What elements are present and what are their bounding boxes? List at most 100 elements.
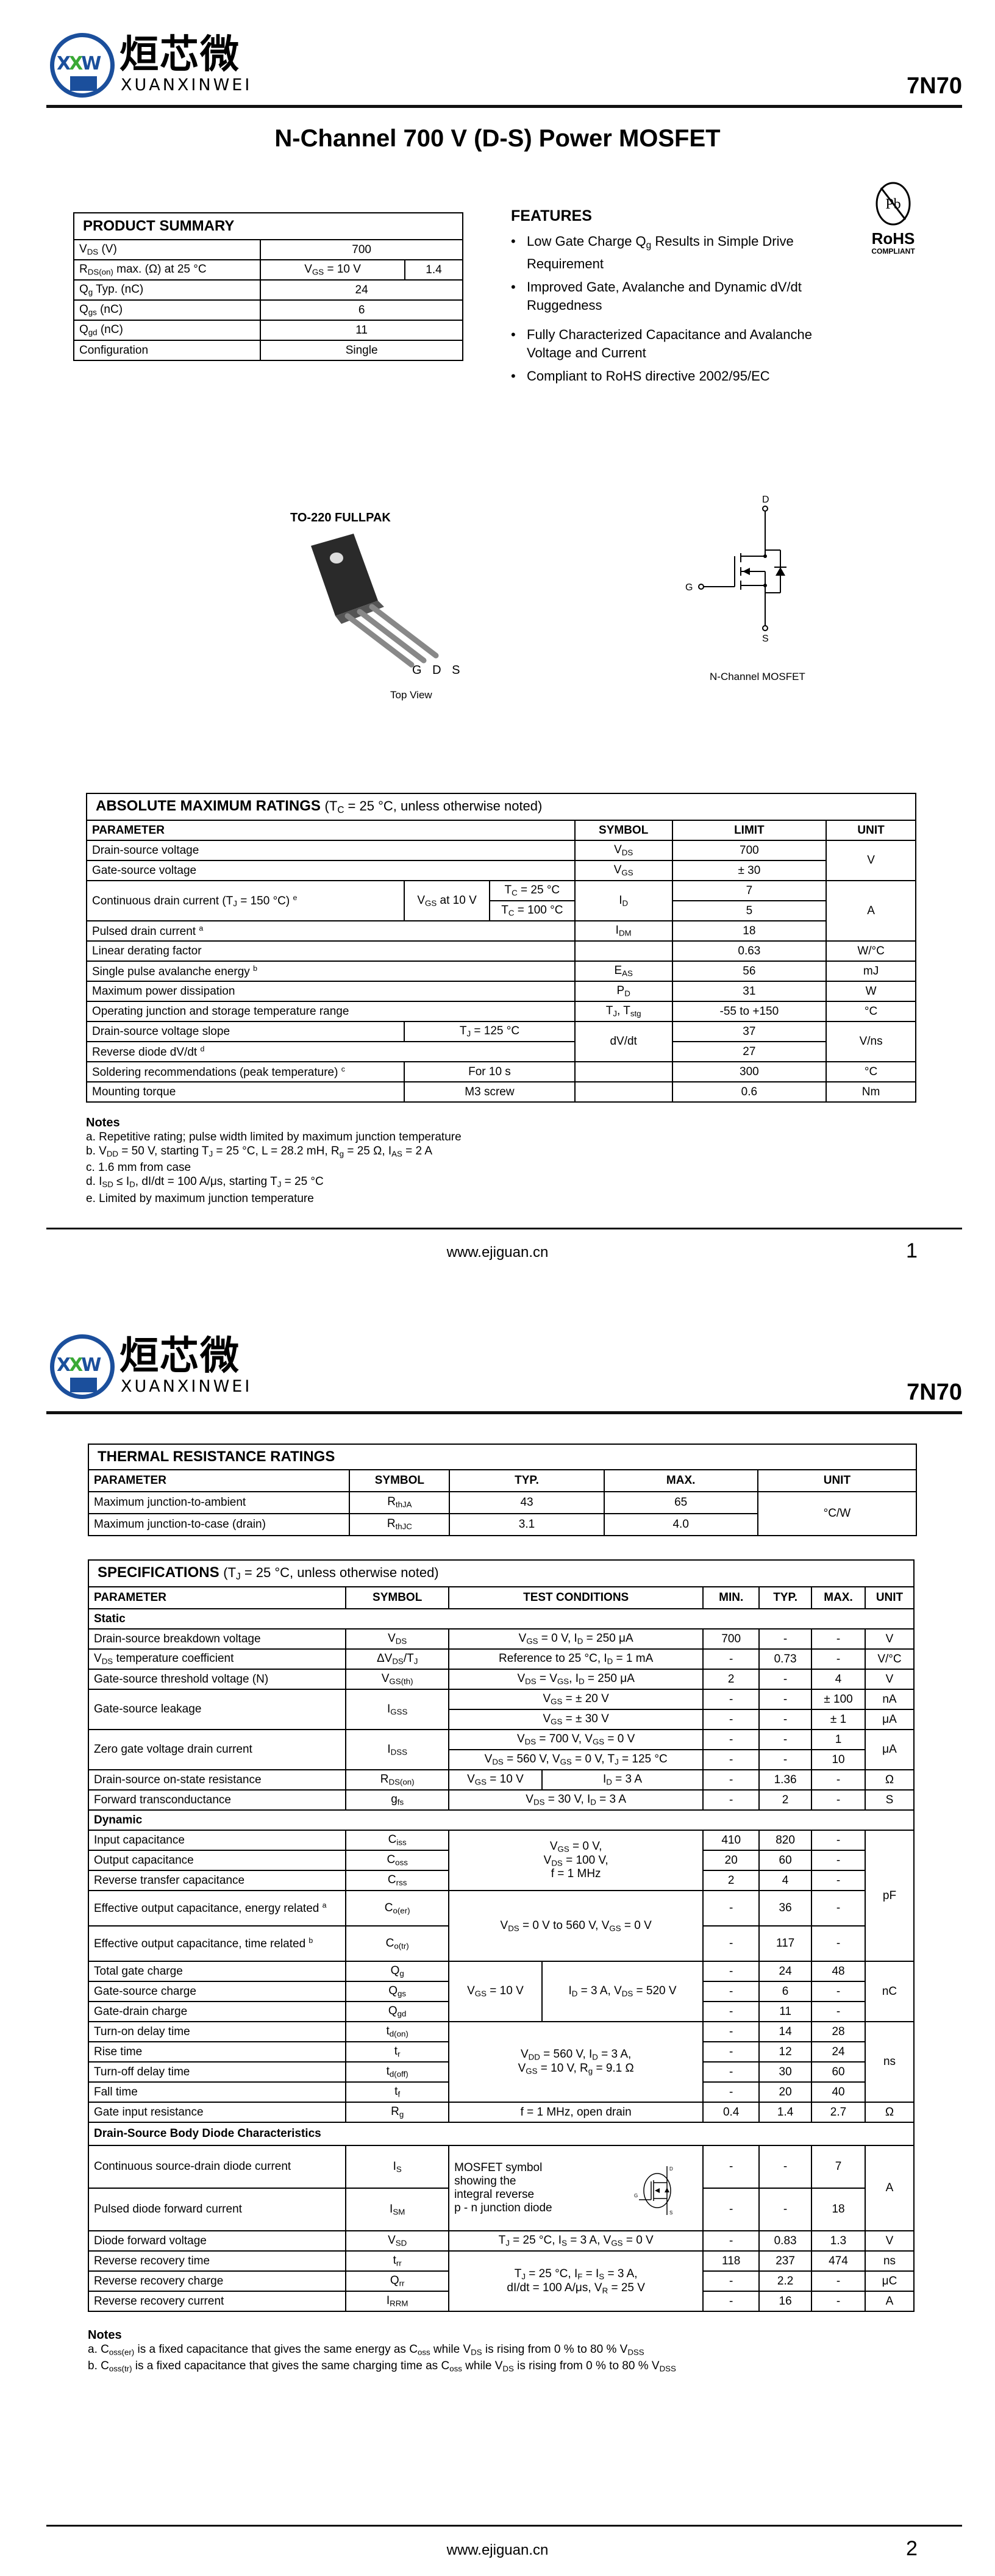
package-pins: G D S [412,664,464,677]
cell: 18 [811,2188,866,2231]
svg-text:Pb: Pb [885,196,900,212]
to220-package-icon [311,534,439,668]
cell: M3 screw [404,1081,576,1103]
cell: ns [864,2250,915,2272]
cell: - [811,1648,866,1670]
cell: - [702,1648,760,1670]
thermal-title: THERMAL RESISTANCE RATINGS [88,1444,917,1470]
cell: IS [345,2145,450,2189]
cell: V/°C [864,1648,915,1670]
company-logo: XXW 烜芯微 XUANXINWEI [50,1334,252,1399]
cell: VGS = 10 V [448,1769,543,1791]
cell: 0.4 [702,2102,760,2123]
cell: Total gate charge [87,1961,347,1982]
cell: ISM [345,2188,450,2231]
cell: Pulsed drain current a [86,920,576,942]
cell: 48 [811,1961,866,1982]
cell: VDS [345,1628,450,1650]
cell: 27 [671,1041,827,1062]
cell: - [702,2081,760,2103]
cell: μC [864,2270,915,2292]
cell: Continuous source-drain diode current [87,2145,347,2189]
cell: W/°C [826,940,916,962]
cell: ID = 3 A, VDS = 520 V [541,1961,704,2022]
cell: Drain-source voltage slope [85,1021,405,1042]
cell: VGS(th) [345,1669,450,1690]
cell: ΔVDS/TJ [345,1648,450,1670]
cell: 2 [702,1870,760,1891]
cell: VDS = VGS, ID = 250 μA [448,1669,704,1690]
cell: S [864,1789,915,1811]
cell: ± 30 [671,860,827,881]
svg-text:D: D [762,495,769,505]
cell: 12 [758,2041,813,2063]
part-number: 7N70 [907,1379,962,1405]
cell: 4 [758,1870,813,1891]
cell: Forward transconductance [87,1789,347,1811]
cell: 7 [811,2145,866,2189]
cell: - [702,1961,760,1982]
cell: 30 [758,2061,813,2083]
cell: TC = 25 °C [488,880,576,901]
cell: 300 [671,1061,827,1082]
cell: Gate input resistance [87,2102,347,2123]
spec-notes: Notes a. Coss(er) is a fixed capacitance… [88,2328,676,2376]
cell: Diode forward voltage [87,2230,347,2252]
cell: 60 [811,2061,866,2083]
cell: RDS(on) max. (Ω) at 25 °C [73,259,262,281]
col-header: LIMIT [671,820,827,841]
cell: td(off) [345,2061,450,2083]
cell: dV/dt [574,1021,673,1062]
header-divider [46,105,962,108]
cell: Reverse diode dV/dt d [86,1041,576,1062]
package-view-label: Top View [390,689,432,701]
notes-title: Notes [86,1116,120,1129]
cell: - [702,2001,760,2022]
cell: 474 [811,2250,866,2272]
cell: μA [864,1709,915,1730]
cell: 0.6 [671,1081,827,1103]
mini-mosfet-symbol-icon: D G S [634,2166,673,2216]
cell: 6 [260,299,463,321]
cell: Ω [864,2102,915,2123]
cell: Reverse recovery time [87,2250,347,2272]
cell: 11 [260,320,463,341]
cell: - [811,1789,866,1811]
cell: VGS = 10 V [260,259,405,281]
cell: VDS = 0 V to 560 V, VGS = 0 V [448,1890,704,1962]
cell: Qgs (nC) [73,299,262,321]
svg-text:S: S [669,2210,672,2216]
page-title: N-Channel 700 V (D-S) Power MOSFET [274,125,721,152]
cell: - [811,1769,866,1791]
note: c. 1.6 mm from case [86,1161,191,1175]
cell: Reference to 25 °C, ID = 1 mA [448,1648,704,1670]
cell: Continuous drain current (TJ = 150 °C) e [85,880,405,921]
cell: VDS = 30 V, ID = 3 A [448,1789,704,1811]
cell: - [702,2145,760,2189]
cell: VDS = 700 V, VGS = 0 V [448,1729,704,1750]
cell: - [702,2021,760,2042]
cell: - [811,1850,866,1871]
features-list: Low Gate Charge Qg Results in Simple Dri… [511,232,852,385]
cell: 5 [671,900,827,921]
cell [574,1061,673,1082]
cell: EAS [574,961,673,982]
cell: RthJA [349,1490,451,1514]
cell: Gate-source leakage [87,1689,347,1730]
logo-ring-icon: XXW [50,1334,115,1399]
cell: 20 [702,1850,760,1871]
feature-item: Low Gate Charge Qg Results in Simple Dri… [511,232,852,273]
footer-url: www.ejiguan.cn [446,1244,549,1261]
footer-divider [46,1228,962,1229]
cell: nA [864,1689,915,1710]
cell: VGS = ± 30 V [448,1709,704,1730]
cell: - [811,2001,866,2022]
cell: 36 [758,1890,813,1927]
cell: - [702,2061,760,2083]
absolute-max-ratings-table: ABSOLUTE MAXIMUM RATINGS (TC = 25 °C, un… [85,793,916,1103]
rohs-compliant: COMPLIANT [871,247,915,256]
lead-free-icon: Pb [876,182,911,226]
cell: 37 [671,1021,827,1042]
cell: A [864,2291,915,2312]
cell: Turn-off delay time [87,2061,347,2083]
